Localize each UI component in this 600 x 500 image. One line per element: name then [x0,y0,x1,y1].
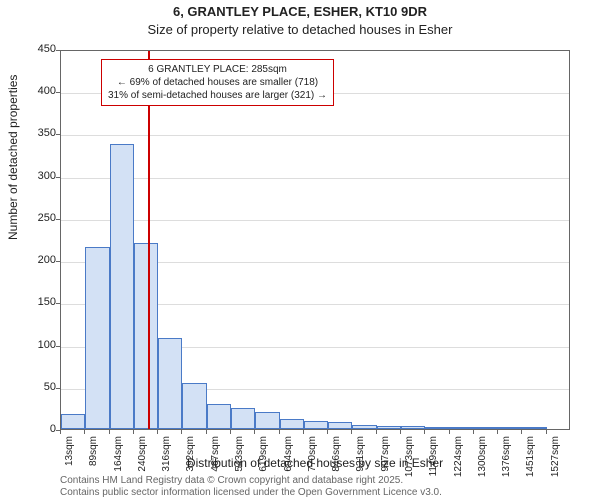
x-axis-label: Distribution of detached houses by size … [60,456,570,470]
y-tick-label: 200 [16,254,56,266]
histogram-bar [255,412,279,429]
histogram-bar [207,404,231,429]
callout-line-2: ← 69% of detached houses are smaller (71… [108,76,327,89]
y-tick-label: 450 [16,43,56,55]
histogram-bar [134,243,158,429]
histogram-bar [304,421,328,429]
y-tick-label: 400 [16,85,56,97]
histogram-bar [474,427,498,429]
histogram-bar [280,419,304,429]
histogram-bar [425,427,449,429]
histogram-bar [328,422,352,429]
y-tick-label: 350 [16,127,56,139]
histogram-bar [450,427,474,429]
histogram-bar [401,426,425,429]
callout-line-3: 31% of semi-detached houses are larger (… [108,89,327,102]
histogram-bar [522,427,546,429]
y-tick-label: 0 [16,423,56,435]
histogram-bar [61,414,85,429]
histogram-bar [352,425,376,429]
histogram-bar [377,426,401,429]
chart-title-main: 6, GRANTLEY PLACE, ESHER, KT10 9DR [0,4,600,19]
histogram-bar [182,383,206,429]
footer-attribution-2: Contains public sector information licen… [60,487,442,498]
histogram-bar [158,338,182,429]
histogram-bar [498,427,522,429]
y-tick-label: 100 [16,339,56,351]
y-tick-label: 300 [16,170,56,182]
histogram-bar [231,408,255,429]
marker-vertical-line [148,51,150,429]
y-tick-label: 250 [16,212,56,224]
marker-callout-box: 6 GRANTLEY PLACE: 285sqm ← 69% of detach… [101,59,334,106]
histogram-bar [85,247,109,429]
callout-line-1: 6 GRANTLEY PLACE: 285sqm [108,63,327,76]
chart-plot-area: 6 GRANTLEY PLACE: 285sqm ← 69% of detach… [60,50,570,430]
y-tick-label: 50 [16,381,56,393]
histogram-bar [110,144,134,429]
chart-title-sub: Size of property relative to detached ho… [0,22,600,37]
y-tick-label: 150 [16,296,56,308]
footer-attribution-1: Contains HM Land Registry data © Crown c… [60,475,403,486]
